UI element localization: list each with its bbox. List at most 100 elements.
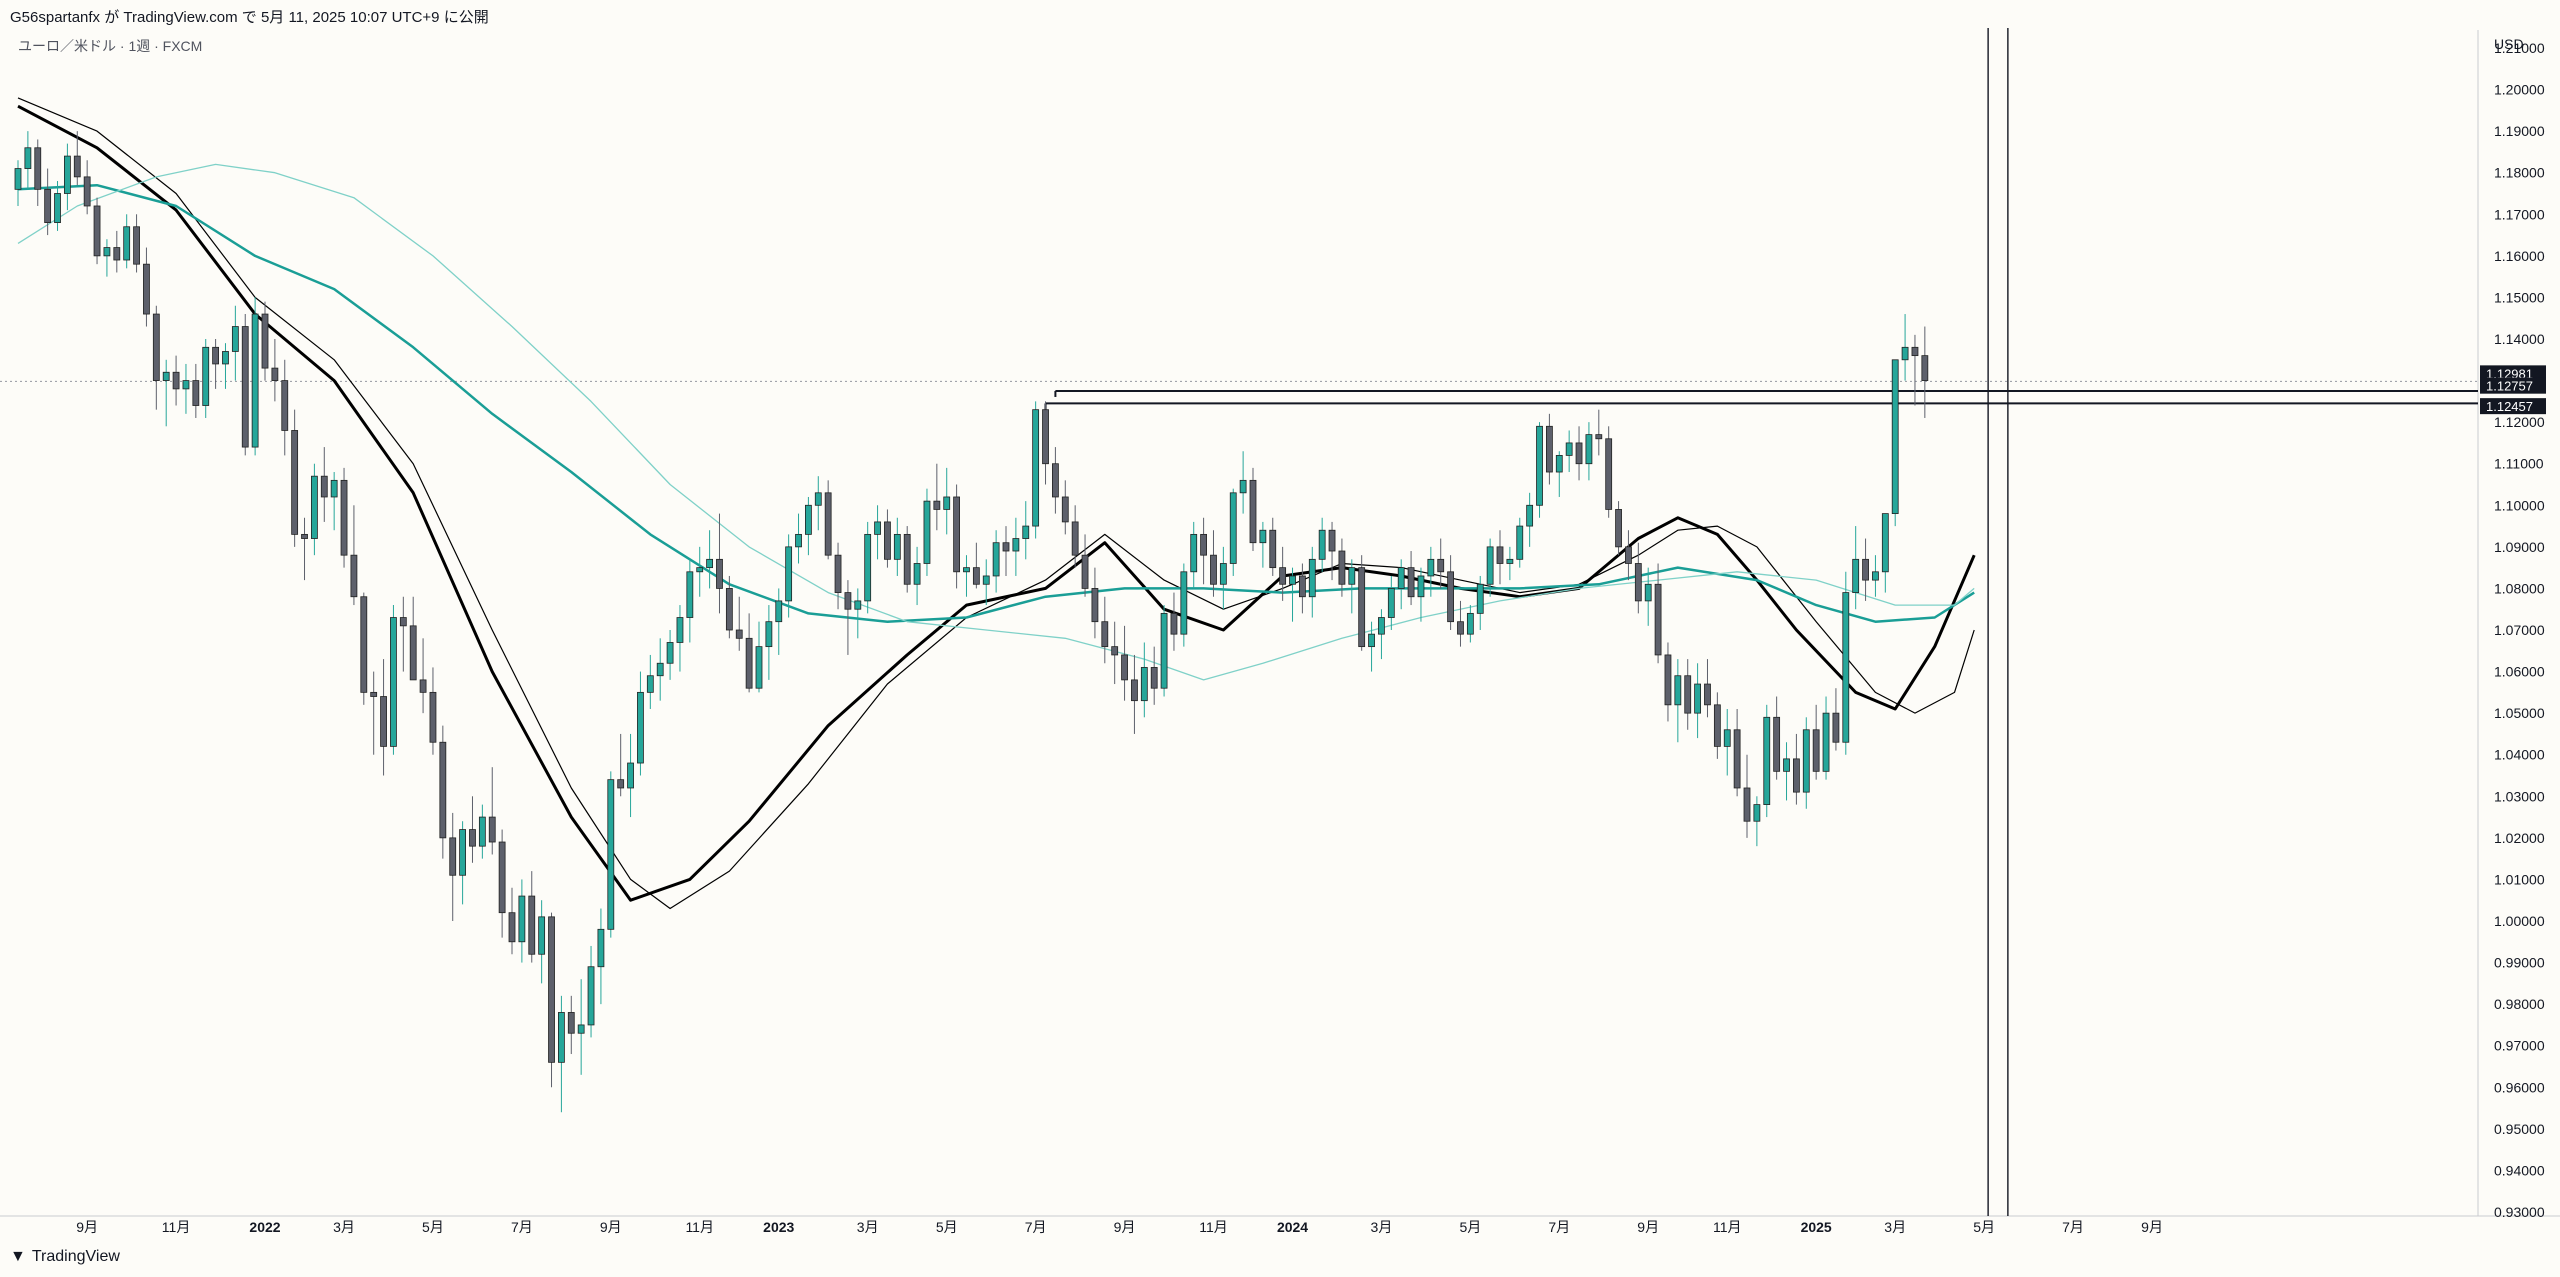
x-tick-label: 11月 [1713, 1219, 1742, 1235]
y-tick-label: 0.98000 [2494, 996, 2545, 1012]
x-tick-label: 7月 [1025, 1219, 1047, 1235]
candle-body [982, 575, 990, 585]
y-tick-label: 1.08000 [2494, 580, 2545, 596]
candle-body [409, 625, 417, 681]
candle-body [558, 1012, 565, 1063]
candle-body [627, 762, 634, 789]
candle-body [320, 475, 328, 498]
candle-body [419, 679, 427, 693]
y-tick-label: 1.01000 [2494, 871, 2545, 887]
tradingview-footer[interactable]: ▼ TradingView [10, 1248, 120, 1266]
candle-body [854, 600, 862, 610]
candle-body [1763, 716, 1771, 805]
candle-body [1506, 558, 1514, 564]
moving-average-ma_teal_dark [17, 183, 1975, 623]
candle-body [1625, 546, 1632, 564]
candle-body [1832, 712, 1840, 743]
candle-body [508, 912, 516, 943]
candle-body [1269, 529, 1277, 569]
x-tick-label: 3月 [333, 1219, 355, 1235]
candle-body [192, 380, 200, 406]
price-label-text: 1.12457 [2486, 399, 2533, 414]
candle-body [1901, 346, 1909, 361]
candle-body [93, 205, 101, 257]
x-tick-label: 5月 [1973, 1219, 1995, 1235]
candle-body [1862, 558, 1869, 581]
candle-body [676, 617, 684, 643]
candle-body [903, 533, 911, 585]
candle-body [271, 367, 279, 381]
candle-body [281, 380, 289, 431]
candle-body [1536, 425, 1543, 506]
candle-body [824, 492, 832, 556]
candle-body [231, 326, 239, 352]
x-tick-label: 3月 [1371, 1219, 1393, 1235]
candle-body [1654, 583, 1662, 656]
candle-body [459, 829, 467, 876]
candle-body [261, 313, 269, 369]
candle-body [972, 567, 980, 585]
candle-body [1200, 533, 1207, 556]
y-tick-label: 1.09000 [2494, 539, 2545, 555]
candle-body [923, 500, 931, 564]
candle-body [1299, 575, 1306, 598]
candle-body [1733, 729, 1741, 789]
candle-body [1891, 359, 1899, 514]
candle-body [1634, 563, 1642, 602]
candle-body [143, 263, 150, 315]
candle-body [953, 496, 960, 573]
candle-body [1279, 567, 1287, 585]
y-tick-label: 1.16000 [2494, 248, 2545, 264]
candle-body [330, 479, 338, 498]
x-tick-label: 9月 [600, 1219, 622, 1235]
y-tick-label: 1.18000 [2494, 165, 2545, 181]
candle-body [34, 147, 42, 190]
y-tick-label: 1.21000 [2494, 40, 2545, 56]
x-tick-label: 11月 [685, 1219, 714, 1235]
candle-body [1555, 454, 1563, 473]
candle-body [637, 691, 644, 764]
candle-body [528, 895, 536, 955]
candle-body [1190, 533, 1198, 573]
candle-body [172, 371, 180, 390]
candle-body [123, 226, 131, 261]
y-tick-label: 1.03000 [2494, 788, 2545, 804]
candle-body [706, 558, 713, 569]
price-label-box [2480, 365, 2546, 382]
candle-body [1605, 438, 1613, 510]
tradingview-logo-icon: ▼ [10, 1248, 26, 1265]
candle-body [755, 646, 763, 689]
y-tick-label: 1.07000 [2494, 622, 2545, 638]
candle-body [1842, 592, 1850, 743]
candle-body [1180, 571, 1188, 635]
candle-body [1793, 758, 1800, 793]
candle-body [1911, 346, 1919, 357]
candle-body [666, 642, 674, 664]
x-tick-label: 9月 [76, 1219, 98, 1235]
currency-label[interactable]: USD [2494, 36, 2524, 52]
candle-body [1101, 621, 1109, 648]
candle-body [933, 500, 941, 510]
candle-body [350, 554, 358, 598]
candle-body [380, 696, 387, 747]
candle-body [1111, 646, 1119, 656]
y-tick-label: 0.95000 [2494, 1121, 2545, 1137]
y-tick-label: 0.93000 [2494, 1204, 2545, 1220]
candle-body [1387, 588, 1395, 618]
candle-body [1783, 758, 1790, 772]
candle-body [518, 895, 526, 943]
symbol-label[interactable]: ユーロ／米ドル · 1週 · FXCM [18, 38, 203, 54]
publish-header: G56spartanfx が TradingView.com で 5月 11, … [10, 9, 489, 26]
candle-body [1219, 563, 1227, 585]
candle-body [1526, 504, 1534, 527]
candle-body [1131, 679, 1138, 702]
candle-body [597, 928, 605, 968]
price-label-box [2480, 398, 2546, 415]
candle-body [785, 546, 793, 602]
y-tick-label: 1.17000 [2494, 206, 2545, 222]
candle-body [963, 567, 970, 573]
candle-body [291, 430, 299, 535]
y-tick-label: 1.14000 [2494, 331, 2545, 347]
brand-label: TradingView [31, 1248, 120, 1265]
